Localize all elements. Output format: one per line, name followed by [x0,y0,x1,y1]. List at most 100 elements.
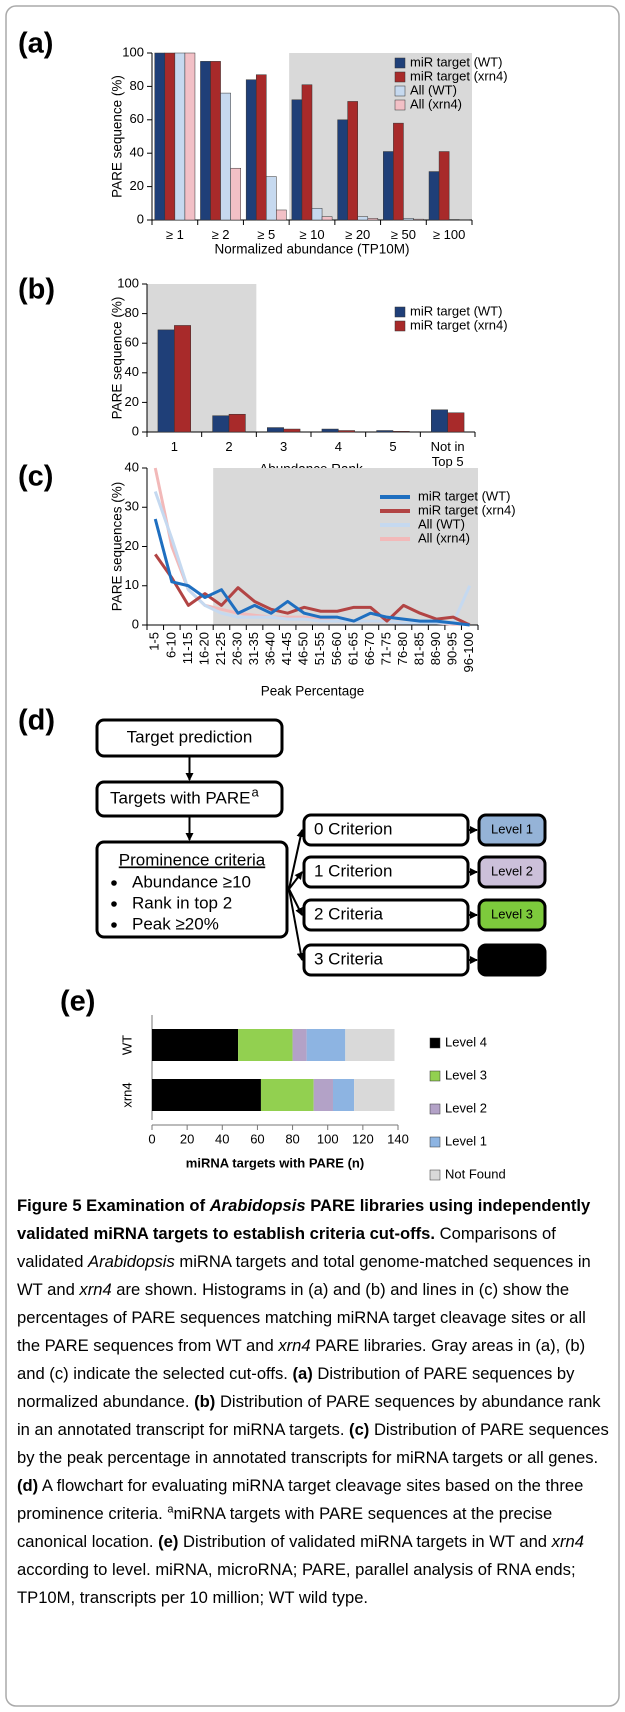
cutoff-area [213,468,478,625]
bar [210,61,221,221]
legend-label: Level 1 [445,1133,487,1148]
bar [184,52,196,221]
panel-label: (c) [18,461,53,493]
caption-text: miRNA targets with PARE sequences at the… [17,1504,553,1551]
x-tick-label: 41-45 [279,632,294,665]
bar [267,427,284,433]
arrow [288,888,303,916]
legend-label: Level 2 [445,1100,487,1115]
caption-text: are shown. Histograms in (a) and (b) and… [17,1280,586,1355]
caption-text: Comparisons of validated [17,1224,556,1271]
x-tick-label: 4 [334,439,342,454]
x-tick-label: Not in Top 5 [430,439,465,469]
x-tick-label: ≥ 10 [299,227,325,242]
bar-segment [354,1079,395,1111]
legend-label: miR target (WT) [418,488,510,503]
caption-text: (d) [17,1476,39,1495]
bar [301,84,313,221]
x-tick-label: 1 [170,439,178,454]
legend-label: All (WT) [410,82,457,97]
bar [174,325,191,433]
y-axis-title: PARE sequences (%) [110,482,125,612]
y-tick-label: 0 [132,423,139,438]
x-tick-label-box: ≥ 1 [165,227,184,242]
bar [392,431,410,433]
bar-segment [345,1029,395,1061]
x-tick-label-box: ≥ 2 [212,227,230,242]
level-box [477,813,547,847]
panel-label: (a) [18,28,53,60]
caption-text: xrn4 [551,1532,584,1551]
bar [311,208,323,221]
x-tick-label: 80 [285,1131,299,1146]
bar [255,74,267,221]
y-tick-label: 10 [125,577,139,592]
x-tick-label: 96-100 [461,632,476,672]
legend-swatch [394,85,406,97]
legend-label: All (xrn4) [418,530,470,545]
caption-text: a [167,1503,174,1516]
bar [357,216,369,221]
bar [200,61,211,221]
caption-text: Arabidopsis [209,1196,306,1215]
bar-segment [152,1029,239,1061]
y-tick-label: 40 [125,364,139,379]
legend-swatch [429,1169,441,1181]
bar [164,52,176,221]
caption-text: PARE libraries using independently valid… [17,1196,591,1243]
x-tick-label: 60 [250,1131,264,1146]
legend-label: miR target (WT) [410,303,502,318]
caption-text: A flowchart for evaluating miRNA target … [17,1476,584,1523]
bar [321,216,333,221]
series-line [153,518,470,627]
bar-segment [260,1079,314,1111]
node-box [302,898,470,932]
node-label: Targets with PARE [110,788,250,807]
caption-text: (b) [194,1392,216,1411]
caption-text: miRNA targets and total genome-matched s… [17,1252,591,1299]
bar [383,151,394,221]
bar-segment [332,1079,355,1111]
y-tick-label: 40 [125,459,139,474]
caption-text: Distribution of PARE sequences by normal… [17,1364,575,1411]
legend-label: Level 4 [445,1034,487,1049]
panel-label: (d) [18,705,55,737]
caption-text: Distribution of PARE sequences by the pe… [17,1420,609,1467]
bar-segment [306,1029,346,1061]
x-tick-label: 21-25 [213,632,228,665]
bar [393,122,404,221]
x-tick-label: 76-80 [395,632,410,665]
arrow [288,829,305,890]
x-tick-label: 20 [180,1131,194,1146]
node-item: Peak ≥20% [132,914,219,933]
legend-swatch [394,57,406,69]
bar [220,92,231,221]
bar [428,171,440,221]
caption: Figure 5 Examination of Arabidopsis PARE… [17,1192,611,1612]
bar [321,428,339,433]
caption-text: Figure 5 Examination of [17,1196,210,1215]
bar [245,79,257,221]
y-tick-label: 40 [130,145,144,160]
node-label: Target prediction [127,727,253,746]
x-axis-title: Normalized abundance (TP10M) [214,242,409,257]
legend-swatch [394,99,406,111]
x-tick-label: ≥ 1 [165,227,184,242]
x-tick-label: 5 [389,439,397,454]
y-tick-label: 80 [130,78,144,93]
node-box [302,855,470,889]
x-tick-label: 46-50 [296,632,311,665]
bar [403,218,414,221]
y-tick-label: 100 [122,44,144,59]
caption-text: (e) [158,1532,179,1551]
node-item: Rank in top 2 [132,893,232,912]
x-tick-label-box: 4 [334,439,342,454]
bullet [111,880,117,886]
x-tick-label: 26-30 [229,632,244,665]
x-tick-label: 56-60 [329,632,344,665]
x-tick-label: 36-40 [263,632,278,665]
bar [413,218,424,221]
caption-text: xrn4 [79,1280,112,1299]
x-tick-label-box: 5 [389,439,397,454]
